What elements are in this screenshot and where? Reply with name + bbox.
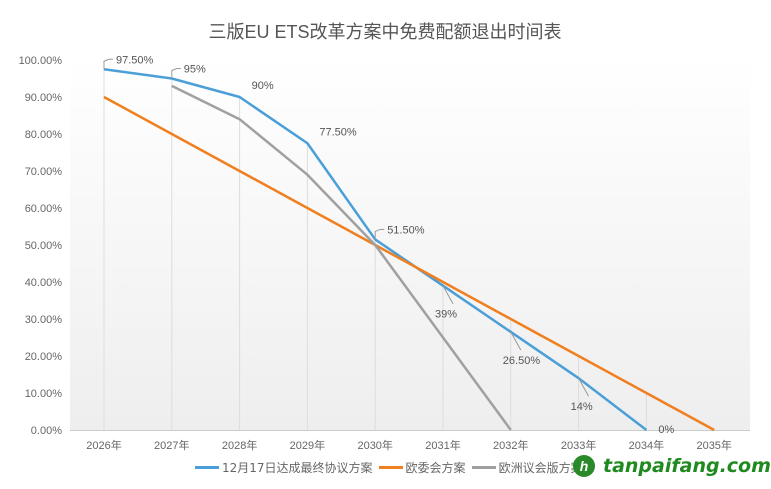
x-tick-label: 2030年 bbox=[357, 438, 392, 452]
x-tick-label: 2034年 bbox=[629, 438, 664, 452]
data-label: 97.50% bbox=[116, 54, 154, 66]
x-tick-label: 2027年 bbox=[154, 438, 189, 452]
label-leader bbox=[374, 228, 385, 240]
legend-swatch bbox=[378, 466, 403, 469]
legend-label: 欧委会方案 bbox=[405, 461, 466, 475]
watermark-text: tanpaifang.com bbox=[603, 455, 771, 477]
series-line-2 bbox=[171, 84, 512, 431]
data-label: 51.50% bbox=[387, 224, 425, 236]
legend-item-final[interactable]: 12月17日达成最终协议方案 bbox=[195, 459, 373, 476]
x-tick-label: 2026年 bbox=[86, 438, 121, 452]
label-leader bbox=[171, 68, 181, 79]
data-label: 90% bbox=[252, 80, 274, 92]
y-tick-label: 10.00% bbox=[25, 388, 63, 400]
y-tick-label: 50.00% bbox=[25, 240, 63, 252]
x-tick-label: 2033年 bbox=[561, 438, 596, 452]
x-tick-label: 2035年 bbox=[696, 438, 731, 452]
y-tick-label: 70.00% bbox=[25, 166, 63, 178]
label-leader bbox=[578, 377, 590, 397]
chart-title: 三版EU ETS改革方案中免费配额退出时间表 bbox=[208, 22, 561, 42]
x-tick-label: 2028年 bbox=[222, 438, 257, 452]
legend-label: 12月17日达成最终协议方案 bbox=[222, 461, 373, 475]
y-tick-label: 100.00% bbox=[19, 55, 63, 67]
y-tick-label: 40.00% bbox=[25, 277, 63, 289]
label-leader bbox=[442, 285, 454, 304]
legend: 12月17日达成最终协议方案 欧委会方案 欧洲议会版方案 bbox=[195, 459, 589, 476]
data-label: 77.50% bbox=[319, 126, 357, 138]
legend-swatch bbox=[195, 466, 219, 469]
data-label: 95% bbox=[184, 64, 206, 76]
watermark: h tanpaifang.com bbox=[573, 455, 771, 477]
data-label: 26.50% bbox=[503, 355, 541, 367]
plot-area bbox=[70, 55, 750, 431]
y-tick-label: 30.00% bbox=[25, 314, 63, 326]
y-tick-label: 90.00% bbox=[25, 92, 63, 104]
y-tick-label: 80.00% bbox=[25, 129, 63, 141]
legend-item-parliament[interactable]: 欧洲议会版方案 bbox=[471, 459, 583, 476]
label-leader bbox=[510, 331, 522, 351]
series-line-1 bbox=[103, 95, 715, 432]
y-tick-label: 0.00% bbox=[31, 425, 62, 437]
label-leader bbox=[103, 58, 113, 70]
y-tick-label: 60.00% bbox=[25, 203, 63, 215]
legend-item-commission[interactable]: 欧委会方案 bbox=[378, 459, 466, 476]
legend-label: 欧洲议会版方案 bbox=[498, 461, 583, 475]
x-tick-label: 2032年 bbox=[493, 438, 528, 452]
data-label: 39% bbox=[435, 309, 457, 321]
x-tick-label: 2029年 bbox=[290, 438, 325, 452]
legend-swatch bbox=[471, 466, 496, 469]
x-tick-label: 2031年 bbox=[425, 438, 460, 452]
data-label: 0% bbox=[658, 424, 674, 436]
y-tick-label: 20.00% bbox=[25, 351, 63, 363]
tanpaifang-logo-icon: h bbox=[573, 455, 595, 477]
data-label: 14% bbox=[571, 401, 593, 413]
